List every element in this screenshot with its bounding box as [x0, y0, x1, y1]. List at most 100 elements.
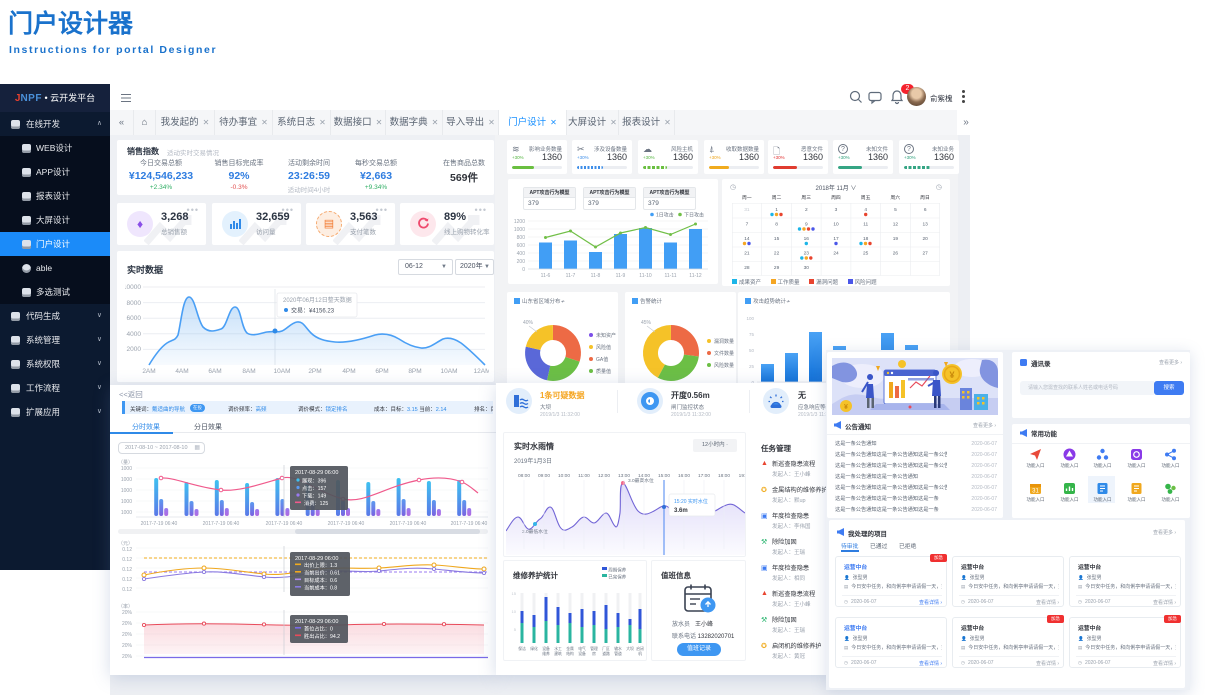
svg-text:2017-7-19 06:40: 2017-7-19 06:40: [203, 521, 240, 527]
svg-text:22: 22: [774, 251, 780, 257]
svg-text:质量值: 质量值: [596, 368, 611, 375]
svg-text:800: 800: [517, 235, 526, 241]
svg-text:25: 25: [863, 251, 869, 257]
svg-text:6AM: 6AM: [208, 368, 221, 375]
svg-text:（率）: （率）: [118, 603, 133, 610]
svg-text:厂区: 厂区: [602, 647, 610, 651]
svg-text:2017-7-19 06:40: 2017-7-19 06:40: [141, 521, 178, 527]
svg-text:30: 30: [804, 265, 810, 271]
svg-text:24: 24: [833, 251, 839, 257]
svg-text:45%: 45%: [641, 320, 652, 326]
svg-text:14:00: 14:00: [638, 473, 650, 479]
svg-text:10000: 10000: [125, 284, 141, 291]
svg-text:25: 25: [749, 364, 755, 369]
svg-text:房: 房: [592, 651, 596, 656]
svg-text:GA值: GA值: [596, 356, 608, 363]
svg-text:1000: 1000: [121, 488, 132, 494]
svg-text:10:00: 10:00: [558, 473, 570, 479]
svg-text:2AM: 2AM: [142, 368, 155, 375]
svg-text:1000: 1000: [121, 510, 132, 516]
svg-text:交易：¥4156.23: 交易：¥4156.23: [291, 307, 335, 315]
svg-text:胜出占比：94.2: 胜出占比：94.2: [304, 632, 340, 640]
svg-text:2017-08-29 06:00: 2017-08-29 06:00: [295, 556, 338, 562]
svg-text:11-10: 11-10: [639, 273, 652, 279]
svg-text:11-12: 11-12: [689, 273, 702, 279]
svg-text:19: 19: [893, 236, 899, 242]
svg-text:¥: ¥: [844, 404, 848, 411]
svg-text:20: 20: [923, 236, 929, 242]
svg-text:2017-7-19 06:40: 2017-7-19 06:40: [390, 521, 427, 527]
svg-text:漏洞数量: 漏洞数量: [714, 338, 734, 345]
svg-text:结构: 结构: [566, 651, 574, 656]
svg-text:4: 4: [864, 207, 867, 213]
svg-text:大坝: 大坝: [626, 646, 634, 651]
svg-text:输水: 输水: [614, 646, 622, 651]
svg-text:12AM: 12AM: [474, 368, 489, 375]
svg-text:启闭: 启闭: [636, 646, 644, 651]
svg-text:11-9: 11-9: [616, 273, 626, 279]
svg-text:14: 14: [744, 236, 750, 242]
svg-text:4000: 4000: [127, 331, 142, 338]
svg-text:400: 400: [517, 251, 526, 257]
svg-text:11-7: 11-7: [566, 273, 576, 279]
svg-text:17: 17: [833, 236, 839, 242]
svg-text:1200: 1200: [514, 219, 525, 225]
svg-text:20%: 20%: [122, 610, 133, 616]
svg-text:10AM: 10AM: [441, 368, 458, 375]
svg-text:管理: 管理: [590, 646, 598, 651]
svg-text:（元）: （元）: [118, 541, 133, 547]
svg-text:未知资产: 未知资产: [596, 332, 616, 339]
svg-text:0.12: 0.12: [122, 577, 132, 583]
svg-text:3: 3: [835, 207, 838, 213]
svg-text:建筑: 建筑: [554, 651, 562, 656]
svg-text:28: 28: [744, 265, 750, 271]
svg-text:8000: 8000: [127, 300, 142, 307]
svg-text:6PM: 6PM: [375, 368, 388, 375]
svg-text:26: 26: [893, 251, 899, 257]
svg-text:21: 21: [744, 251, 750, 257]
svg-text:维养: 维养: [542, 651, 550, 656]
svg-text:10: 10: [833, 222, 839, 228]
svg-text:18:00: 18:00: [718, 473, 730, 479]
svg-text:19:: 19:: [739, 473, 745, 479]
svg-text:23: 23: [804, 251, 810, 257]
svg-text:0: 0: [751, 380, 754, 385]
svg-text:2017-7-19 06:40: 2017-7-19 06:40: [266, 521, 303, 527]
svg-text:20%: 20%: [122, 643, 133, 649]
svg-text:16:00: 16:00: [678, 473, 690, 479]
svg-text:管道: 管道: [614, 651, 622, 656]
svg-text:设备: 设备: [542, 646, 550, 651]
svg-text:15:20 实时水位: 15:20 实时水位: [674, 498, 708, 505]
svg-text:风险值: 风险值: [596, 344, 611, 351]
svg-text:5: 5: [514, 627, 517, 632]
svg-text:文件数量: 文件数量: [714, 350, 734, 357]
svg-text:0.12: 0.12: [122, 587, 132, 593]
svg-text:目标成本：0.6: 目标成本：0.6: [304, 576, 337, 584]
svg-text:50: 50: [749, 348, 755, 353]
svg-text:2000: 2000: [127, 346, 142, 353]
svg-text:100: 100: [746, 316, 754, 321]
svg-text:1: 1: [775, 207, 778, 213]
svg-text:金属: 金属: [566, 646, 574, 651]
svg-text:3.0最低水位: 3.0最低水位: [522, 528, 548, 535]
svg-text:消费：125: 消费：125: [304, 499, 328, 507]
svg-text:17:00: 17:00: [698, 473, 710, 479]
svg-text:道路: 道路: [602, 651, 610, 656]
svg-text:11-11: 11-11: [664, 273, 676, 279]
svg-text:27: 27: [923, 251, 929, 257]
svg-text:4PM: 4PM: [342, 368, 355, 375]
svg-text:下载：149: 下载：149: [302, 492, 326, 500]
svg-text:展现：396: 展现：396: [302, 478, 326, 485]
svg-text:600: 600: [517, 243, 526, 249]
svg-text:1日攻击: 1日攻击: [656, 212, 674, 219]
svg-text:11: 11: [863, 222, 868, 228]
svg-text:29: 29: [774, 265, 780, 271]
svg-text:20%: 20%: [122, 632, 133, 638]
svg-text:2: 2: [805, 207, 808, 213]
svg-text:1000: 1000: [514, 227, 525, 233]
svg-text:11:00: 11:00: [578, 473, 590, 479]
svg-text:13:00: 13:00: [618, 473, 630, 479]
svg-text:12:00: 12:00: [598, 473, 610, 479]
svg-text:0.12: 0.12: [122, 547, 132, 553]
svg-text:7: 7: [746, 222, 749, 228]
